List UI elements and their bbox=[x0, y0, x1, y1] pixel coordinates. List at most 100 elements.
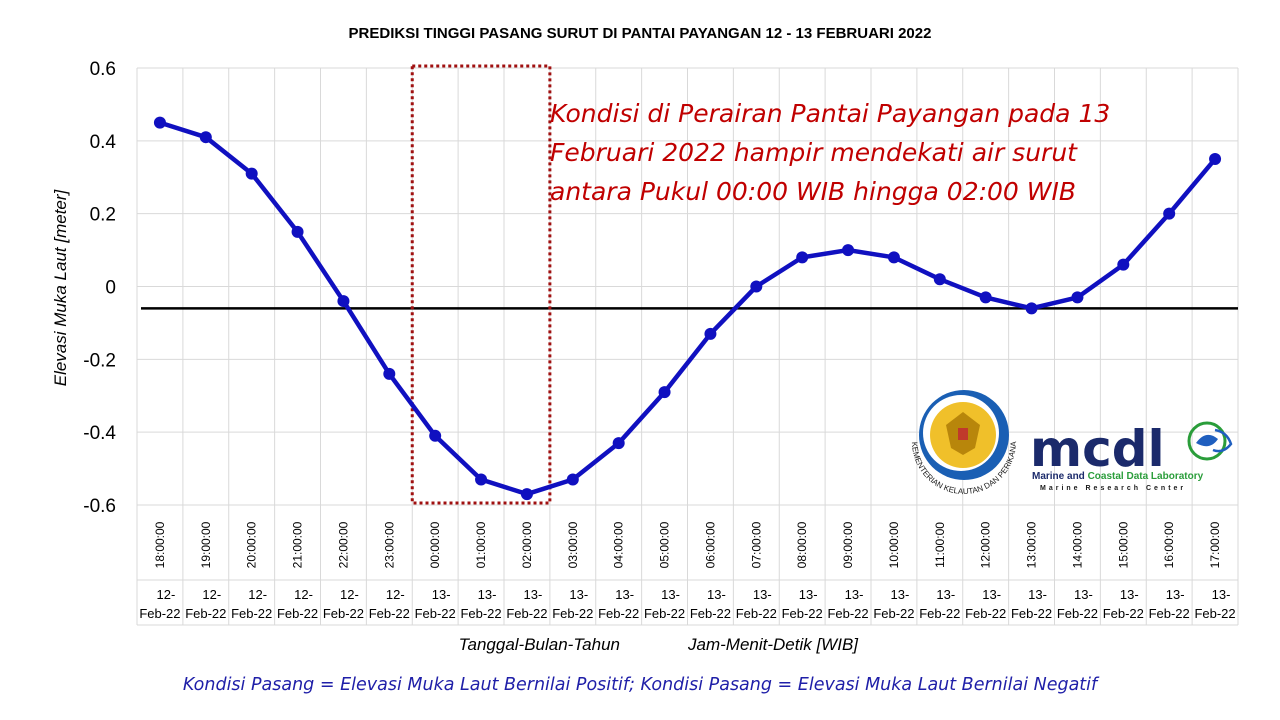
highlight-box bbox=[410, 64, 552, 505]
x-time-label: 21:00:00 bbox=[291, 521, 305, 568]
annotation-line-1: Kondisi di Perairan Pantai Payangan pada… bbox=[550, 99, 1110, 128]
x-date-label: Feb-22 bbox=[277, 606, 318, 621]
x-date-label: Feb-22 bbox=[919, 606, 960, 621]
x-axis-label-time: Jam-Menit-Detik [WIB] bbox=[687, 635, 859, 654]
y-tick-label: 0.2 bbox=[90, 205, 116, 226]
x-date-label: 13- bbox=[661, 587, 680, 602]
y-tick-label: -0.4 bbox=[83, 423, 116, 444]
x-date-label: 13- bbox=[799, 587, 818, 602]
x-time-label: 03:00:00 bbox=[566, 521, 580, 568]
x-date-label: Feb-22 bbox=[323, 606, 364, 621]
y-tick-label: 0.6 bbox=[90, 59, 116, 80]
data-point bbox=[887, 251, 900, 264]
x-time-label: 07:00:00 bbox=[749, 521, 763, 568]
x-date-label: Feb-22 bbox=[231, 606, 272, 621]
y-tick-label: 0 bbox=[105, 278, 116, 299]
x-date-label: Feb-22 bbox=[1057, 606, 1098, 621]
data-point bbox=[704, 327, 717, 340]
x-date-label: Feb-22 bbox=[1103, 606, 1144, 621]
data-point bbox=[933, 273, 946, 286]
series-line bbox=[159, 120, 1217, 497]
fish-icon bbox=[1187, 421, 1227, 461]
x-time-label: 02:00:00 bbox=[520, 521, 534, 568]
mcdl-wordmark: mcdl bbox=[1030, 420, 1165, 478]
x-time-label: 17:00:00 bbox=[1208, 521, 1222, 568]
y-tick-label: 0.4 bbox=[90, 132, 117, 153]
data-point bbox=[750, 280, 763, 293]
footnote: Kondisi Pasang = Elevasi Muka Laut Berni… bbox=[183, 675, 1100, 695]
x-time-label: 23:00:00 bbox=[382, 521, 396, 568]
x-date-label: 13- bbox=[615, 587, 634, 602]
x-time-label: 12:00:00 bbox=[979, 521, 993, 568]
x-date-label: 13- bbox=[891, 587, 910, 602]
x-time-label: 04:00:00 bbox=[612, 521, 626, 568]
x-date-label: 12- bbox=[294, 587, 313, 602]
x-date-label: Feb-22 bbox=[139, 606, 180, 621]
x-date-label: 13- bbox=[1028, 587, 1047, 602]
chart-title: PREDIKSI TINGGI PASANG SURUT DI PANTAI P… bbox=[349, 25, 932, 42]
grid bbox=[136, 67, 1239, 626]
x-date-label: Feb-22 bbox=[782, 606, 823, 621]
x-date-label: 13- bbox=[845, 587, 864, 602]
annotation-line-2: Februari 2022 hampir mendekati air surut bbox=[550, 138, 1078, 167]
x-axis-label-date: Tanggal-Bulan-Tahun bbox=[459, 635, 620, 654]
data-point bbox=[1163, 207, 1176, 220]
x-date-label: 13- bbox=[707, 587, 726, 602]
y-tick-labels: 0.6 0.4 0.2 0 -0.2 -0.4 -0.6 bbox=[83, 59, 116, 517]
x-date-label: 13- bbox=[1120, 587, 1139, 602]
x-time-label: 22:00:00 bbox=[336, 521, 350, 568]
x-date-label: Feb-22 bbox=[736, 606, 777, 621]
x-date-label: Feb-22 bbox=[873, 606, 914, 621]
data-point bbox=[658, 386, 671, 399]
x-date-label: Feb-22 bbox=[369, 606, 410, 621]
x-date-label: 12- bbox=[386, 587, 405, 602]
y-axis-label: Elevasi Muka Laut [meter] bbox=[51, 188, 70, 386]
x-date-label: Feb-22 bbox=[460, 606, 501, 621]
data-point bbox=[979, 291, 992, 304]
kkp-ring-text: KEMENTERIAN KELAUTAN DAN PERIKANAN bbox=[0, 0, 1018, 496]
x-date-label: Feb-22 bbox=[185, 606, 226, 621]
x-date-label: Feb-22 bbox=[1011, 606, 1052, 621]
data-point bbox=[291, 225, 304, 238]
x-date-label: Feb-22 bbox=[415, 606, 456, 621]
x-date-label: Feb-22 bbox=[644, 606, 685, 621]
data-point bbox=[475, 473, 488, 486]
x-time-label: 11:00:00 bbox=[933, 522, 947, 568]
x-time-label: 19:00:00 bbox=[199, 521, 213, 568]
x-time-label: 13:00:00 bbox=[1025, 521, 1039, 568]
data-point bbox=[1071, 291, 1084, 304]
x-date-label: 13- bbox=[753, 587, 772, 602]
x-date-label: Feb-22 bbox=[552, 606, 593, 621]
x-date-label: Feb-22 bbox=[965, 606, 1006, 621]
x-date-label: 12- bbox=[157, 587, 176, 602]
x-time-label: 10:00:00 bbox=[887, 521, 901, 568]
x-time-label: 05:00:00 bbox=[658, 521, 672, 568]
x-date-label: 13- bbox=[1166, 587, 1185, 602]
data-point bbox=[337, 295, 350, 308]
x-date-label: 13- bbox=[936, 587, 955, 602]
x-time-label: 20:00:00 bbox=[245, 521, 259, 568]
data-point bbox=[383, 367, 396, 380]
data-point bbox=[199, 131, 212, 144]
highlight-box-group bbox=[410, 64, 552, 505]
data-point bbox=[153, 116, 166, 129]
x-time-label: 06:00:00 bbox=[703, 521, 717, 568]
annotation: Kondisi di Perairan Pantai Payangan pada… bbox=[550, 99, 1110, 206]
mcdl-subtitle: Marine and Coastal Data Laboratory bbox=[1032, 471, 1204, 482]
y-tick-label: -0.6 bbox=[83, 496, 116, 517]
x-date-label: Feb-22 bbox=[827, 606, 868, 621]
data-point bbox=[1025, 302, 1038, 315]
x-date-label: 13- bbox=[478, 587, 497, 602]
x-date-label: Feb-22 bbox=[598, 606, 639, 621]
x-time-label: 08:00:00 bbox=[795, 521, 809, 568]
x-date-label: Feb-22 bbox=[1194, 606, 1235, 621]
x-date-label: Feb-22 bbox=[506, 606, 547, 621]
data-point bbox=[520, 488, 533, 501]
data-point bbox=[429, 429, 442, 442]
tide-series bbox=[153, 116, 1222, 501]
x-date-label: 13- bbox=[569, 587, 588, 602]
mcdl-subtitle-2: Marine Research Center bbox=[1040, 485, 1186, 492]
x-date-label: Feb-22 bbox=[1149, 606, 1190, 621]
x-time-label: 18:00:00 bbox=[153, 521, 167, 568]
x-date-label: Feb-22 bbox=[690, 606, 731, 621]
